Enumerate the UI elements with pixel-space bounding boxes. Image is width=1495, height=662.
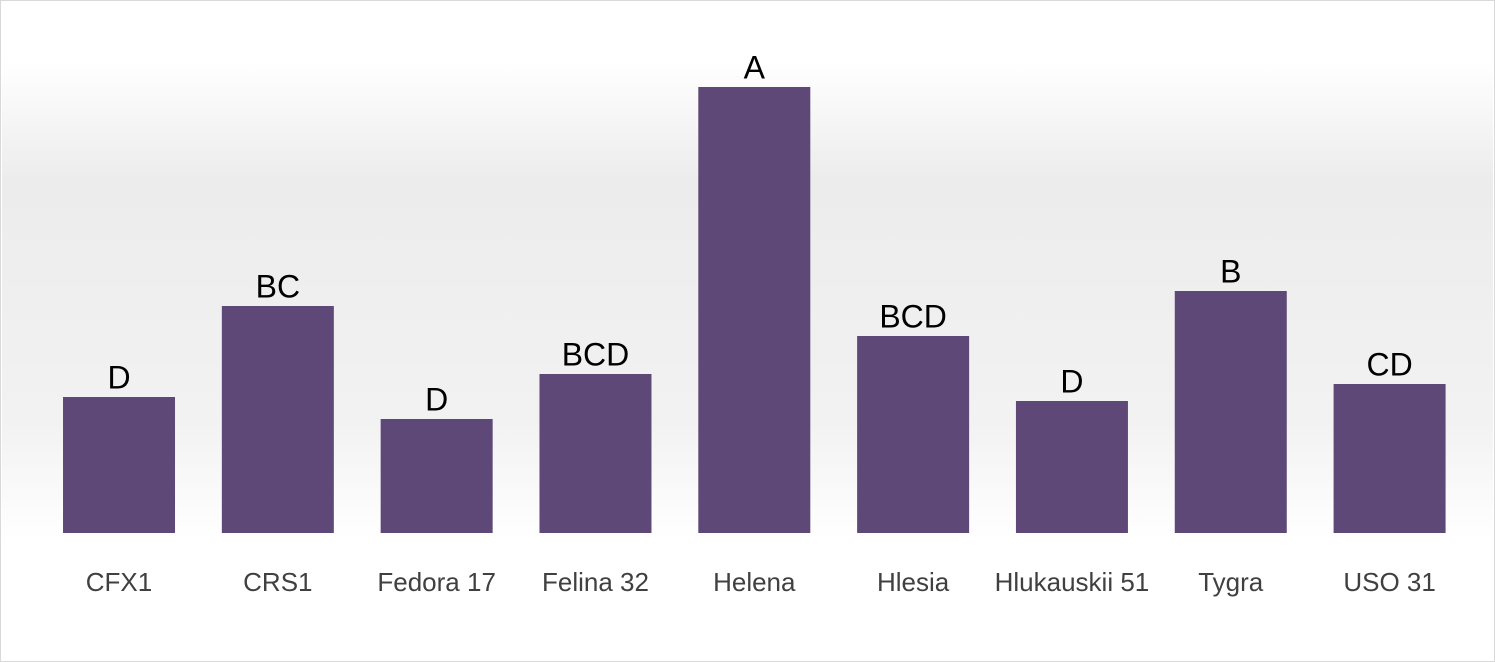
data-label: B (1220, 253, 1241, 289)
x-tick-label: Helena (713, 567, 796, 597)
data-label: BCD (562, 336, 630, 372)
x-tick-label: USO 31 (1343, 567, 1436, 597)
bar (1174, 291, 1287, 533)
bar (63, 397, 176, 533)
data-label: D (425, 381, 448, 417)
bar (380, 419, 493, 533)
bar (1333, 384, 1446, 533)
x-tick-label: Fedora 17 (377, 567, 496, 597)
bar (1015, 401, 1128, 533)
x-tick-label: Felina 32 (541, 567, 649, 597)
data-label: CD (1366, 346, 1412, 382)
x-tick-label: CRS1 (243, 567, 313, 597)
bar (539, 374, 652, 533)
data-label: D (1060, 363, 1083, 399)
bar (221, 306, 334, 533)
x-tick-label: CFX1 (85, 567, 153, 597)
x-tick-label: Tygra (1198, 567, 1264, 597)
bar (698, 87, 811, 533)
x-tick-label: Hlesia (876, 567, 950, 597)
data-label: A (744, 49, 766, 85)
data-label: BCD (879, 298, 947, 334)
data-label: D (107, 359, 130, 395)
x-tick-label: Hlukauskii 51 (994, 567, 1150, 597)
bar (857, 336, 970, 533)
data-label: BC (256, 268, 300, 304)
